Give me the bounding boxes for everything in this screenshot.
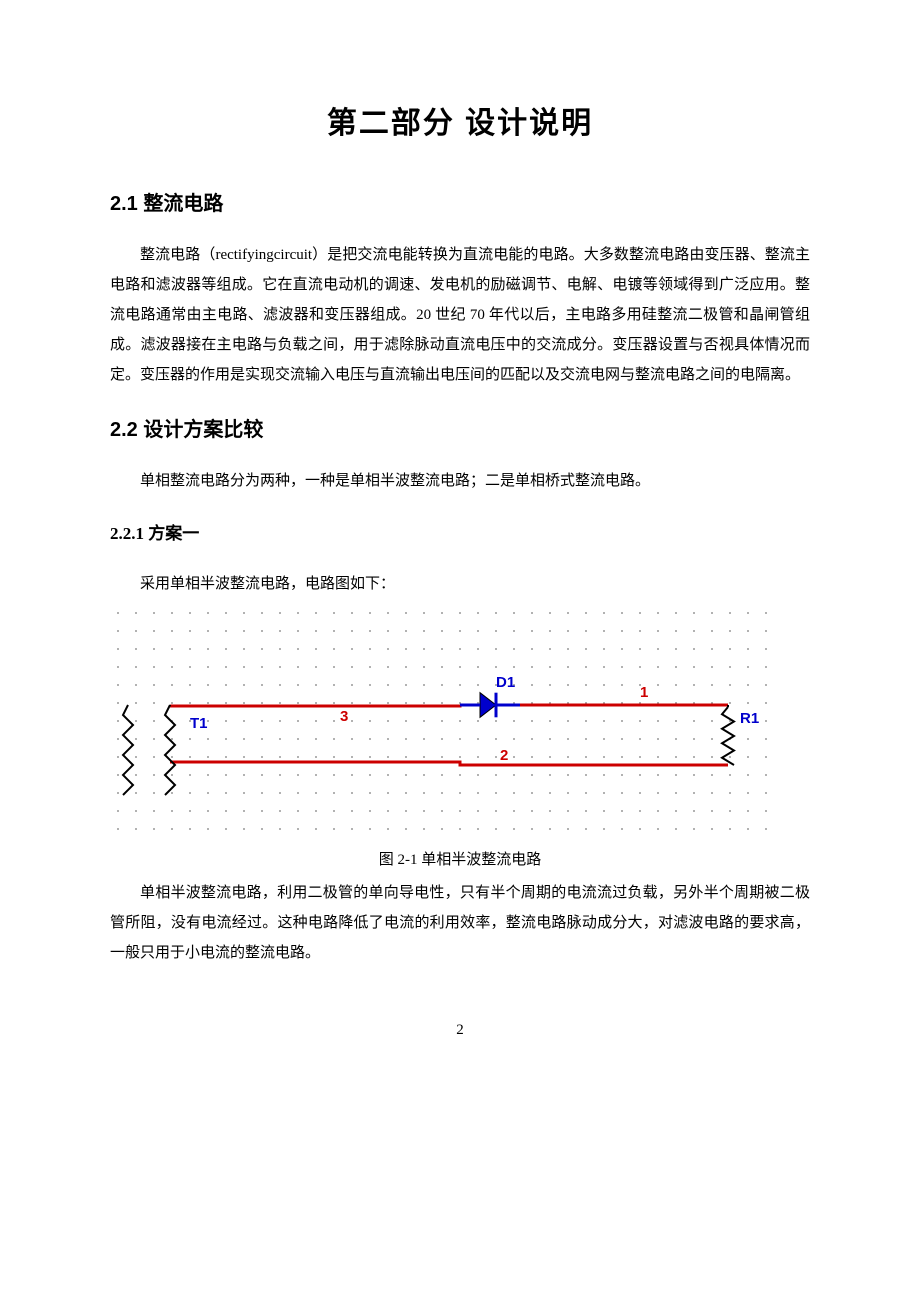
page-title: 第二部分 设计说明 xyxy=(110,100,810,148)
svg-text:2: 2 xyxy=(500,747,508,764)
svg-text:D1: D1 xyxy=(496,674,515,691)
figure-2-1: T1 D1 R1 3 1 2 xyxy=(110,605,810,844)
section-2-2-heading: 2.2 设计方案比较 xyxy=(110,414,810,446)
section-2-2-1-para-1: 采用单相半波整流电路，电路图如下： xyxy=(110,569,810,599)
svg-text:T1: T1 xyxy=(190,715,208,732)
section-2-2-1-para-2: 单相半波整流电路，利用二极管的单向导电性，只有半个周期的电流流过负载，另外半个周… xyxy=(110,878,810,968)
section-2-2-para-1: 单相整流电路分为两种，一种是单相半波整流电路；二是单相桥式整流电路。 xyxy=(110,466,810,496)
svg-text:3: 3 xyxy=(340,708,348,725)
section-2-2-1-heading: 2.2.1 方案一 xyxy=(110,520,810,547)
page-number: 2 xyxy=(110,1018,810,1042)
svg-text:R1: R1 xyxy=(740,710,759,727)
section-2-1-heading: 2.1 整流电路 xyxy=(110,188,810,220)
circuit-diagram: T1 D1 R1 3 1 2 xyxy=(110,605,770,835)
section-2-1-para-1: 整流电路（rectifyingcircuit）是把交流电能转换为直流电能的电路。… xyxy=(110,240,810,390)
figure-2-1-caption: 图 2-1 单相半波整流电路 xyxy=(110,848,810,872)
svg-text:1: 1 xyxy=(640,684,648,701)
